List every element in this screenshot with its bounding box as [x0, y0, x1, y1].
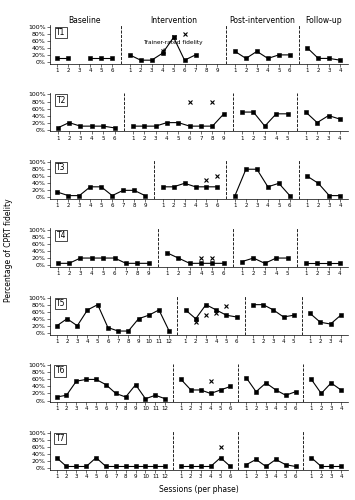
- Text: T7: T7: [56, 434, 65, 443]
- Text: Post-intervention: Post-intervention: [229, 16, 295, 24]
- Text: T5: T5: [56, 298, 65, 308]
- Text: Percentage of CPRT fidelity: Percentage of CPRT fidelity: [4, 198, 13, 302]
- Text: T2: T2: [56, 96, 66, 104]
- Text: T6: T6: [56, 366, 65, 376]
- Text: Trainer-rated fidelity: Trainer-rated fidelity: [143, 40, 202, 51]
- Text: Baseline: Baseline: [69, 16, 101, 24]
- Text: T3: T3: [56, 163, 66, 172]
- Text: T1: T1: [56, 28, 66, 37]
- Text: T4: T4: [56, 231, 66, 240]
- Text: Intervention: Intervention: [150, 16, 197, 24]
- Text: Sessions (per phase): Sessions (per phase): [159, 485, 239, 494]
- Text: Follow-up: Follow-up: [305, 16, 342, 24]
